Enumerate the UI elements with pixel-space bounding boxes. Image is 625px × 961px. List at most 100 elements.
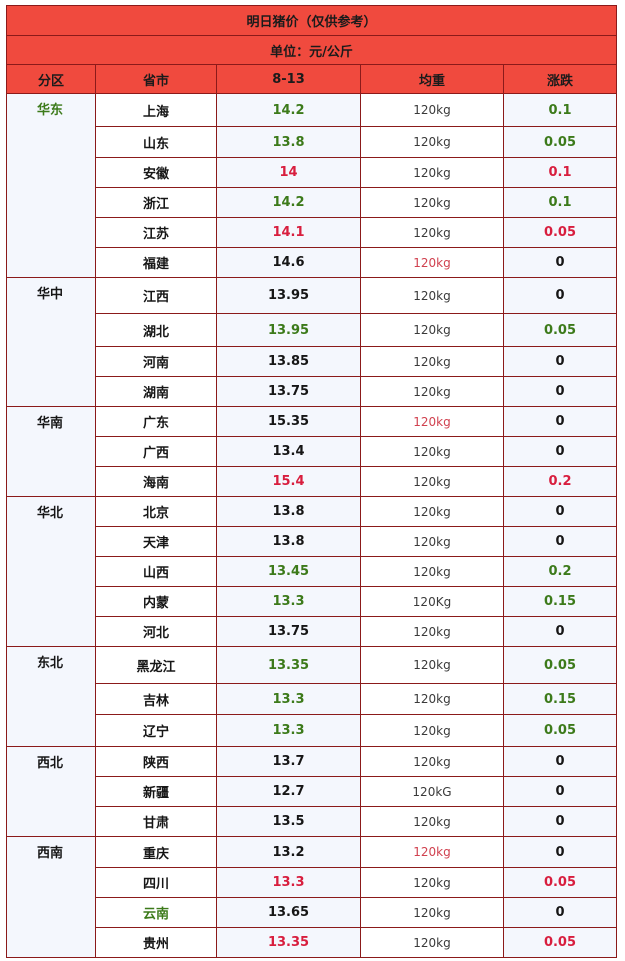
table-row: 湖北 13.95 120kg 0.05 bbox=[7, 313, 617, 347]
weight-cell: 120kg bbox=[360, 313, 504, 347]
province-cell: 北京 bbox=[95, 496, 217, 527]
weight-cell: 120kg bbox=[360, 406, 504, 437]
region-cell: 西北 bbox=[6, 746, 96, 837]
change-cell: 0.05 bbox=[503, 126, 617, 158]
change-cell: 0.05 bbox=[503, 313, 617, 347]
change-cell: 0 bbox=[503, 436, 617, 467]
price-cell: 15.4 bbox=[216, 466, 361, 497]
pig-price-table: 明日猪价（仅供参考） 单位：元/公斤 分区 省市 8-13 均重 涨跌 华东 上海… bbox=[6, 5, 617, 958]
change-cell: 0.1 bbox=[503, 93, 617, 127]
change-cell: 0 bbox=[503, 897, 617, 928]
price-cell: 13.3 bbox=[216, 867, 361, 898]
change-cell: 0 bbox=[503, 526, 617, 557]
col-header-province: 省市 bbox=[95, 64, 217, 94]
price-cell: 13.4 bbox=[216, 436, 361, 467]
price-cell: 13.95 bbox=[216, 313, 361, 347]
table-row: 云南 13.65 120kg 0 bbox=[7, 897, 617, 928]
province-cell: 黑龙江 bbox=[95, 646, 217, 684]
table-row: 华东 上海 14.2 120kg 0.1 bbox=[6, 93, 617, 278]
province-cell: 新疆 bbox=[95, 776, 217, 807]
table-row: 山西 13.45 120kg 0.2 bbox=[7, 556, 617, 587]
price-cell: 13.5 bbox=[216, 806, 361, 837]
change-cell: 0.2 bbox=[503, 556, 617, 587]
region-cell: 华北 bbox=[6, 496, 96, 647]
weight-cell: 120kg bbox=[360, 616, 504, 647]
change-cell: 0.1 bbox=[503, 187, 617, 218]
change-cell: 0 bbox=[503, 277, 617, 314]
weight-cell: 120kg bbox=[360, 714, 504, 747]
province-cell: 海南 bbox=[95, 466, 217, 497]
weight-cell: 120Kg bbox=[360, 586, 504, 617]
table-row: 新疆 12.7 120kG 0 bbox=[7, 776, 617, 807]
province-cell: 甘肃 bbox=[95, 806, 217, 837]
table-row: 山东 13.8 120kg 0.05 bbox=[7, 126, 617, 158]
change-cell: 0.2 bbox=[503, 466, 617, 497]
table-row: 福建 14.6 120kg 0 bbox=[7, 247, 617, 278]
weight-cell: 120kg bbox=[360, 217, 504, 248]
region-cell: 华南 bbox=[6, 406, 96, 497]
col-header-region: 分区 bbox=[6, 64, 96, 94]
province-cell: 广西 bbox=[95, 436, 217, 467]
price-cell: 12.7 bbox=[216, 776, 361, 807]
weight-cell: 120kg bbox=[360, 466, 504, 497]
weight-cell: 120kg bbox=[360, 157, 504, 188]
province-cell: 广东 bbox=[95, 406, 217, 437]
table-row: 华南 广东 15.35 120kg 0 bbox=[6, 406, 617, 497]
weight-cell: 120kg bbox=[360, 496, 504, 527]
weight-cell: 120kg bbox=[360, 746, 504, 777]
change-cell: 0.05 bbox=[503, 927, 617, 958]
table-row: 浙江 14.2 120kg 0.1 bbox=[7, 187, 617, 218]
change-cell: 0.1 bbox=[503, 157, 617, 188]
weight-cell: 120kg bbox=[360, 247, 504, 278]
table-row: 安徽 14 120kg 0.1 bbox=[7, 157, 617, 188]
price-cell: 13.8 bbox=[216, 496, 361, 527]
weight-cell: 120kg bbox=[360, 93, 504, 127]
table-row: 贵州 13.35 120kg 0.05 bbox=[7, 927, 617, 958]
province-cell: 贵州 bbox=[95, 927, 217, 958]
price-cell: 13.65 bbox=[216, 897, 361, 928]
change-cell: 0 bbox=[503, 746, 617, 777]
unit-row: 单位：元/公斤 bbox=[6, 35, 617, 65]
region-cell: 华中 bbox=[6, 277, 96, 407]
change-cell: 0.05 bbox=[503, 714, 617, 747]
weight-cell: 120kg bbox=[360, 376, 504, 407]
table-row: 西北 陕西 13.7 120kg 0 bbox=[6, 746, 617, 837]
weight-cell: 120kg bbox=[360, 126, 504, 158]
table-row: 湖南 13.75 120kg 0 bbox=[7, 376, 617, 407]
province-cell: 上海 bbox=[95, 93, 217, 127]
table-title: 明日猪价（仅供参考） bbox=[6, 5, 617, 36]
price-cell: 13.7 bbox=[216, 746, 361, 777]
price-cell: 15.35 bbox=[216, 406, 361, 437]
price-cell: 13.2 bbox=[216, 836, 361, 868]
region-cell: 东北 bbox=[6, 646, 96, 747]
price-cell: 13.95 bbox=[216, 277, 361, 314]
change-cell: 0.05 bbox=[503, 867, 617, 898]
table-row: 四川 13.3 120kg 0.05 bbox=[7, 867, 617, 898]
price-table-container: 明日猪价（仅供参考） 单位：元/公斤 分区 省市 8-13 均重 涨跌 华东 上海… bbox=[6, 5, 617, 958]
price-cell: 13.3 bbox=[216, 714, 361, 747]
weight-cell: 120kg bbox=[360, 867, 504, 898]
price-cell: 14.2 bbox=[216, 187, 361, 218]
change-cell: 0 bbox=[503, 406, 617, 437]
table-row: 广西 13.4 120kg 0 bbox=[7, 436, 617, 467]
table-row: 天津 13.8 120kg 0 bbox=[7, 526, 617, 557]
region-cell: 西南 bbox=[6, 836, 96, 958]
change-cell: 0 bbox=[503, 376, 617, 407]
province-cell: 浙江 bbox=[95, 187, 217, 218]
price-cell: 13.8 bbox=[216, 526, 361, 557]
weight-cell: 120kg bbox=[360, 927, 504, 958]
price-cell: 13.3 bbox=[216, 683, 361, 715]
table-row: 海南 15.4 120kg 0.2 bbox=[7, 466, 617, 497]
table-row: 江苏 14.1 120kg 0.05 bbox=[7, 217, 617, 248]
unit-label: 单位：元/公斤 bbox=[6, 35, 617, 65]
table-row: 华中 江西 13.95 120kg 0 bbox=[6, 277, 617, 407]
price-cell: 14 bbox=[216, 157, 361, 188]
region-cell: 华东 bbox=[6, 93, 96, 278]
weight-cell: 120kg bbox=[360, 836, 504, 868]
column-header-row: 分区 省市 8-13 均重 涨跌 bbox=[6, 64, 617, 94]
weight-cell: 120kg bbox=[360, 806, 504, 837]
price-cell: 14.2 bbox=[216, 93, 361, 127]
change-cell: 0 bbox=[503, 776, 617, 807]
province-cell: 云南 bbox=[95, 897, 217, 928]
province-cell: 湖北 bbox=[95, 313, 217, 347]
